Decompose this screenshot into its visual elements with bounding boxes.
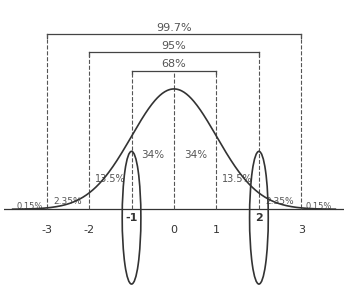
Text: 2.35%: 2.35% xyxy=(266,197,294,206)
Text: 0.15%: 0.15% xyxy=(305,202,332,211)
Text: 0.15%: 0.15% xyxy=(16,202,43,211)
Text: -1: -1 xyxy=(125,213,138,223)
Text: 99.7%: 99.7% xyxy=(156,23,192,33)
Text: 13.5%: 13.5% xyxy=(95,174,126,184)
Text: 95%: 95% xyxy=(161,41,187,51)
Text: 2.35%: 2.35% xyxy=(54,197,82,206)
Text: 2: 2 xyxy=(255,213,263,223)
Text: 13.5%: 13.5% xyxy=(222,174,253,184)
Text: 34%: 34% xyxy=(141,150,164,160)
Text: 34%: 34% xyxy=(184,150,207,160)
Text: 68%: 68% xyxy=(161,59,187,69)
